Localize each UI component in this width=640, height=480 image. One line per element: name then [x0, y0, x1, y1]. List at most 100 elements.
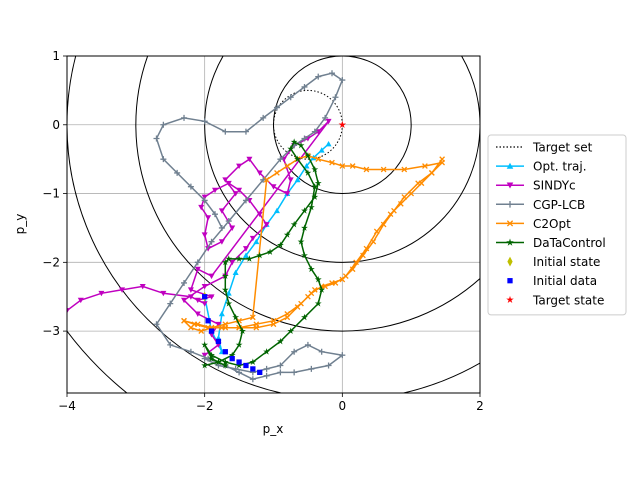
data-point [256, 251, 264, 259]
data-point [208, 351, 215, 359]
data-point [297, 141, 305, 149]
series-group [67, 70, 446, 383]
data-point [276, 337, 284, 345]
data-point [506, 238, 514, 246]
data-point [228, 351, 236, 359]
data-point [363, 245, 370, 252]
data-point [242, 252, 249, 258]
legend-item: CGP-LCB [496, 198, 585, 212]
series-line [155, 72, 345, 380]
data-point [208, 273, 215, 280]
data-point [222, 128, 229, 135]
x-tick-label: −2 [196, 399, 214, 413]
legend: Target set Opt. traj. SINDYc CGP-LCB C2Opt Da… [487, 134, 627, 316]
series-3 [153, 70, 346, 383]
data-point [287, 145, 295, 152]
data-point [201, 283, 208, 290]
data-point [287, 94, 294, 101]
data-point [219, 324, 225, 331]
legend-item: Target set [496, 141, 593, 155]
data-point [277, 369, 284, 376]
data-point [253, 238, 260, 245]
data-point [339, 352, 346, 359]
data-point [187, 287, 194, 293]
data-point [370, 238, 377, 245]
data-point [67, 308, 70, 314]
data-point [315, 129, 322, 135]
x-tick-label: 2 [476, 399, 484, 413]
data-point [294, 155, 302, 163]
data-point [201, 341, 209, 348]
data-point [181, 317, 187, 324]
series-8 [338, 120, 347, 128]
data-point [257, 369, 263, 376]
data-point [119, 287, 126, 293]
data-point [415, 180, 421, 187]
plot-frame [66, 55, 481, 394]
data-point [205, 318, 211, 324]
data-point [236, 187, 243, 194]
data-point [225, 299, 233, 307]
data-point [318, 286, 326, 293]
data-point [225, 290, 232, 296]
data-point [401, 194, 408, 200]
legend-item: Opt. traj. [496, 160, 587, 174]
data-point [353, 259, 359, 266]
data-point [329, 280, 335, 286]
data-point [222, 349, 228, 355]
data-point [211, 211, 218, 218]
data-point [232, 313, 240, 321]
data-point [139, 283, 146, 290]
legend-label: DaTaControl [533, 236, 606, 250]
data-point [246, 198, 253, 204]
data-point [329, 70, 336, 77]
data-point [221, 286, 229, 293]
legend-item: SINDYc [496, 179, 576, 193]
data-point [325, 141, 332, 147]
data-point [318, 348, 325, 355]
data-point [236, 163, 243, 170]
legend-label: Initial data [533, 274, 597, 288]
legend-item: Target state [506, 293, 604, 307]
legend-label: Opt. traj. [533, 160, 587, 174]
data-point [153, 135, 160, 142]
x-tick-label: 0 [339, 399, 347, 413]
axis-ticks: −4 −2 0 2 1 0 −1 −2 −3 [42, 49, 484, 413]
y-tick-label: −2 [42, 255, 60, 269]
data-point [77, 297, 84, 304]
data-point [304, 341, 311, 348]
data-point [263, 176, 270, 183]
data-point [380, 221, 387, 228]
data-point [363, 166, 370, 173]
data-point [221, 258, 229, 266]
legend-label: CGP-LCB [533, 198, 585, 212]
x-tick-label: −4 [58, 399, 76, 413]
legend-label: SINDYc [533, 179, 576, 193]
data-point [242, 246, 249, 252]
data-point [303, 163, 310, 169]
series-5 [201, 138, 326, 369]
data-point [225, 255, 233, 262]
data-point [315, 156, 322, 163]
data-point [439, 156, 446, 163]
data-point [291, 348, 298, 355]
data-point [507, 256, 513, 267]
data-point [301, 251, 308, 259]
data-point [232, 269, 239, 276]
y-tick-label: −1 [42, 187, 60, 201]
data-point [263, 222, 270, 228]
data-point [349, 163, 356, 169]
data-point [218, 208, 225, 214]
data-point [408, 190, 415, 197]
data-point [253, 321, 260, 328]
data-point [297, 238, 305, 245]
data-point [198, 328, 205, 334]
data-point [270, 184, 277, 190]
data-point [315, 73, 322, 80]
data-point [187, 348, 194, 355]
data-point [339, 276, 346, 283]
level-circles [67, 56, 480, 393]
legend-frame [487, 134, 627, 316]
data-point [339, 77, 346, 84]
data-point [235, 341, 243, 348]
